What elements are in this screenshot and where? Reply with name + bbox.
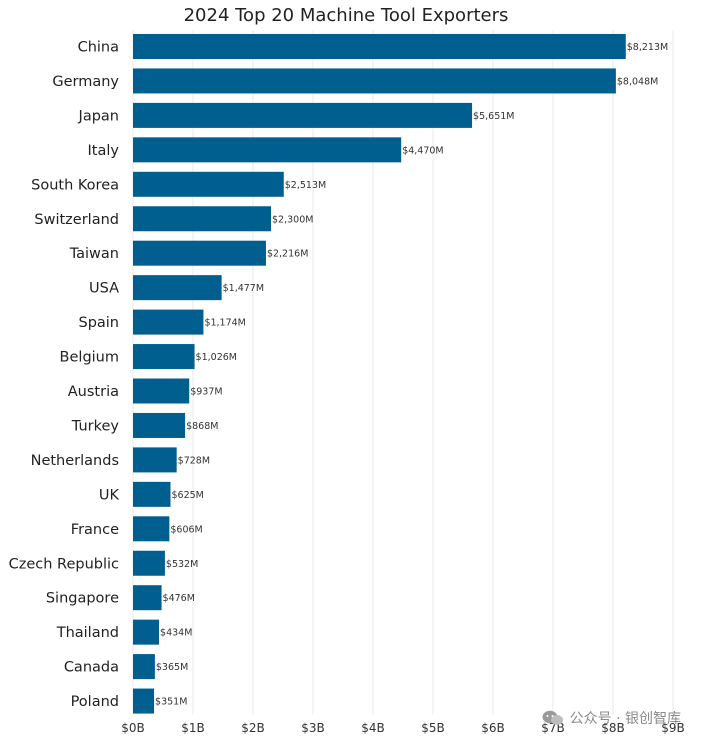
bar	[133, 688, 155, 714]
data-label: $728M	[178, 455, 210, 466]
category-label: USA	[89, 281, 119, 297]
data-label: $2,513M	[285, 180, 326, 191]
bar	[133, 619, 160, 645]
data-label: $625M	[172, 490, 204, 501]
x-tick-label: $2B	[241, 721, 265, 735]
data-label: $365M	[156, 662, 188, 673]
data-label: $476M	[163, 593, 195, 604]
data-label: $5,651M	[473, 111, 514, 122]
bar	[133, 102, 473, 128]
category-label: Spain	[78, 315, 119, 331]
category-label: Italy	[88, 143, 120, 159]
data-label: $4,470M	[402, 145, 443, 156]
category-label: Netherlands	[31, 453, 119, 469]
bar	[133, 344, 195, 370]
bar	[133, 447, 177, 473]
bar	[133, 516, 170, 542]
bar	[133, 206, 271, 232]
category-label: Switzerland	[34, 212, 119, 228]
x-tick-label: $8B	[601, 721, 625, 735]
wechat-icon	[542, 710, 563, 725]
data-label: $1,174M	[204, 318, 245, 329]
bar	[133, 137, 402, 163]
chart-title: 2024 Top 20 Machine Tool Exporters	[184, 5, 509, 26]
data-label: $1,026M	[196, 352, 237, 363]
x-tick-label: $0B	[121, 721, 145, 735]
x-tick-label: $5B	[421, 721, 445, 735]
watermark: 公众号 · 银创智库	[542, 708, 681, 728]
bar	[133, 378, 190, 404]
bar	[133, 309, 204, 335]
data-label: $532M	[166, 559, 198, 570]
category-label: Canada	[64, 660, 119, 676]
data-label: $1,477M	[223, 283, 264, 294]
bar	[133, 171, 284, 197]
data-label: $937M	[190, 387, 222, 398]
bar	[133, 68, 616, 94]
x-tick-label: $9B	[661, 721, 685, 735]
category-label: Poland	[71, 694, 119, 710]
data-label: $606M	[170, 524, 202, 535]
category-label: Turkey	[71, 418, 120, 434]
data-label: $351M	[155, 697, 187, 708]
x-tick-label: $1B	[181, 721, 205, 735]
bar	[133, 34, 626, 59]
category-label: South Korea	[31, 177, 119, 193]
bar	[133, 275, 222, 301]
category-label: Belgium	[60, 350, 119, 366]
data-label: $8,048M	[617, 76, 658, 87]
category-label: Japan	[78, 108, 119, 124]
category-label: UK	[99, 487, 120, 503]
x-tick-label: $6B	[481, 721, 505, 735]
data-label: $2,216M	[267, 249, 308, 260]
category-label: Austria	[68, 384, 119, 400]
bar	[133, 412, 186, 438]
data-label: $8,213M	[627, 42, 668, 53]
category-label: China	[78, 40, 119, 56]
bar	[133, 654, 155, 680]
category-label: Czech Republic	[9, 556, 119, 572]
category-label: Singapore	[46, 591, 119, 607]
bar	[133, 240, 266, 266]
data-label: $434M	[160, 628, 192, 639]
data-label: $868M	[186, 421, 218, 432]
data-label: $2,300M	[272, 214, 313, 225]
bar	[133, 585, 162, 611]
x-tick-label: $3B	[301, 721, 325, 735]
category-label: Germany	[52, 74, 119, 90]
x-tick-label: $4B	[361, 721, 385, 735]
bar	[133, 550, 165, 576]
bar	[133, 481, 171, 507]
category-label: Thailand	[56, 625, 119, 641]
category-label: France	[71, 522, 119, 538]
watermark-text: 公众号 · 银创智库	[569, 711, 681, 727]
category-label: Taiwan	[69, 246, 119, 262]
